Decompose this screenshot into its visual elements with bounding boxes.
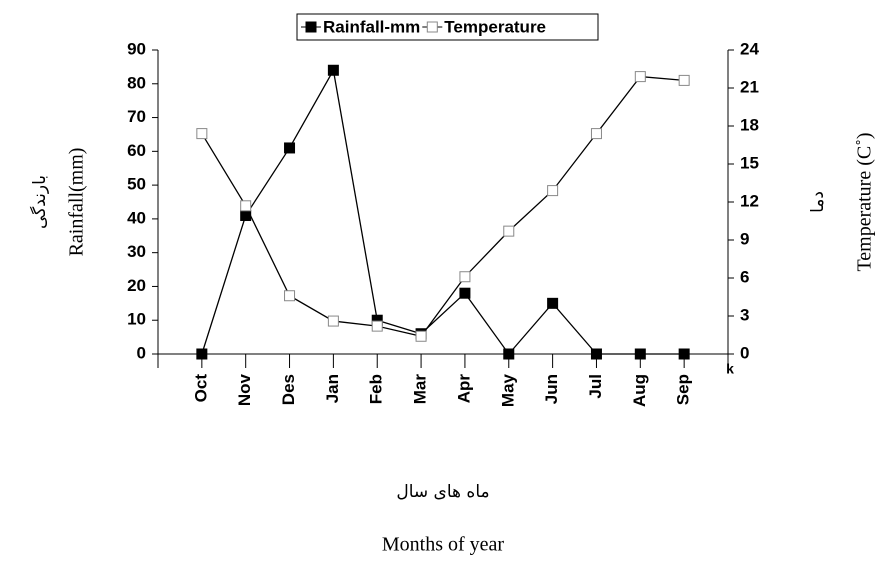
y-tick-label: 40 [127,208,146,227]
data-point [590,128,602,140]
legend-box [296,13,599,41]
x-tick-label: Jun [542,374,561,404]
series-line [201,68,685,356]
data-point [547,185,559,197]
y2-tick-label: 24 [740,39,759,58]
y2-tick-label: 18 [740,115,759,134]
x-axis-label-persian: ماه های سال [396,482,489,502]
x-tick-label: Jan [323,374,342,403]
data-point [415,330,427,342]
data-point [196,348,208,360]
legend-label: Temperature [444,17,546,36]
y-tick-label: 90 [127,39,146,58]
y-tick-label: 0 [137,343,146,362]
x-tick-label: Des [279,374,298,405]
legend-marker [426,21,438,33]
data-point [678,74,690,86]
data-point [590,348,602,360]
y2-tick-label: 9 [740,229,749,248]
y-tick-label: 50 [127,175,146,194]
y-axis-label-persian: بارندگی [29,175,50,229]
data-point [459,271,471,283]
y2-tick-label: 12 [740,191,759,210]
x-tick-label: Feb [367,374,386,404]
y2-axis-label: Temperature (C˚) [854,132,876,271]
x-tick-label: Jul [586,374,605,399]
y2-tick-label: 15 [740,153,759,172]
y-axis-label: Rainfall(mm) [66,148,88,257]
data-point [284,290,296,302]
data-point [327,315,339,327]
y2-tick-label: 3 [740,305,749,324]
y-tick-label: 60 [127,141,146,160]
data-point [678,348,690,360]
data-point [634,348,646,360]
data-point [196,128,208,140]
data-point [327,64,339,76]
y2-axis-label-persian: دما [808,191,828,213]
x-tick-label: Aug [630,374,649,407]
x-tick-label: Sep [674,374,693,405]
x-axis-label: Months of year [382,534,505,556]
y-tick-label: 30 [127,242,146,261]
y2-tick-label: 0 [740,343,749,362]
data-point [503,348,515,360]
data-point [371,320,383,332]
data-point [503,225,515,237]
data-point [547,297,559,309]
data-point [284,142,296,154]
y-tick-label: 70 [127,107,146,126]
y2-tick-label: 21 [740,77,759,96]
y-tick-label: 20 [127,276,146,295]
x-tick-label: Oct [191,374,210,403]
y-tick-label: 10 [127,310,146,329]
series-line [201,75,685,337]
data-point [459,287,471,299]
data-point [240,200,252,212]
legend-label: Rainfall-mm [323,17,420,36]
annotation: k [726,361,734,377]
y2-tick-label: 6 [740,267,749,286]
legend-marker [305,21,317,33]
x-tick-label: Nov [235,373,254,406]
x-tick-label: Apr [454,374,473,404]
x-tick-label: May [498,373,517,407]
y-tick-label: 80 [127,73,146,92]
x-tick-label: Mar [411,374,430,405]
data-point [634,71,646,83]
